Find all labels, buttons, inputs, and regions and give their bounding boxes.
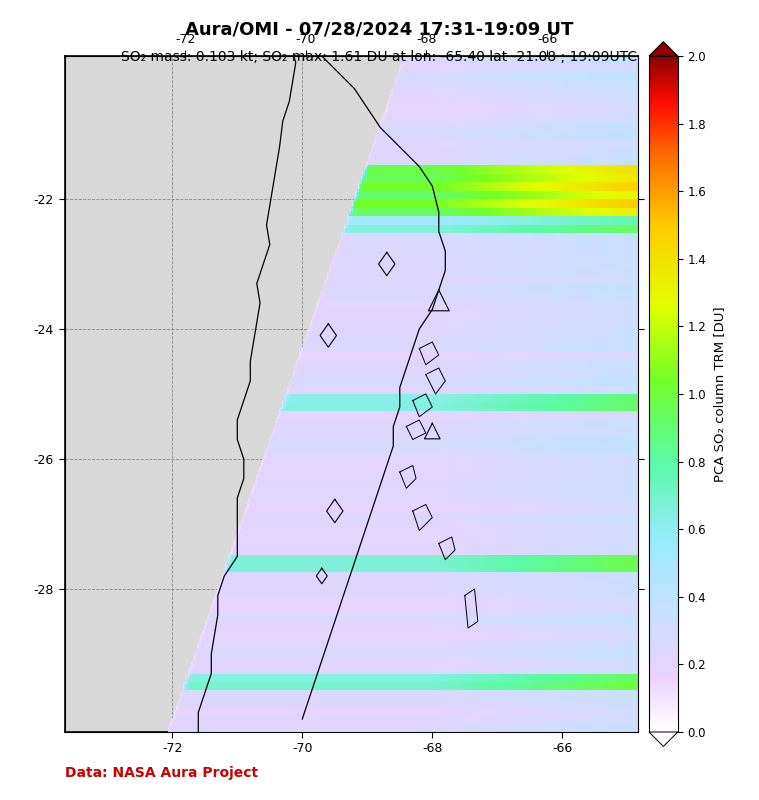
Y-axis label: PCA SO₂ column TRM [DU]: PCA SO₂ column TRM [DU] <box>713 306 726 482</box>
Text: Data: NASA Aura Project: Data: NASA Aura Project <box>65 766 257 781</box>
Text: SO₂ mass: 0.103 kt; SO₂ max: 1.61 DU at lon: -65.40 lat -21.08 ; 19:09UTC: SO₂ mass: 0.103 kt; SO₂ max: 1.61 DU at … <box>121 50 638 64</box>
Text: Aura/OMI - 07/28/2024 17:31-19:09 UT: Aura/OMI - 07/28/2024 17:31-19:09 UT <box>185 20 574 38</box>
